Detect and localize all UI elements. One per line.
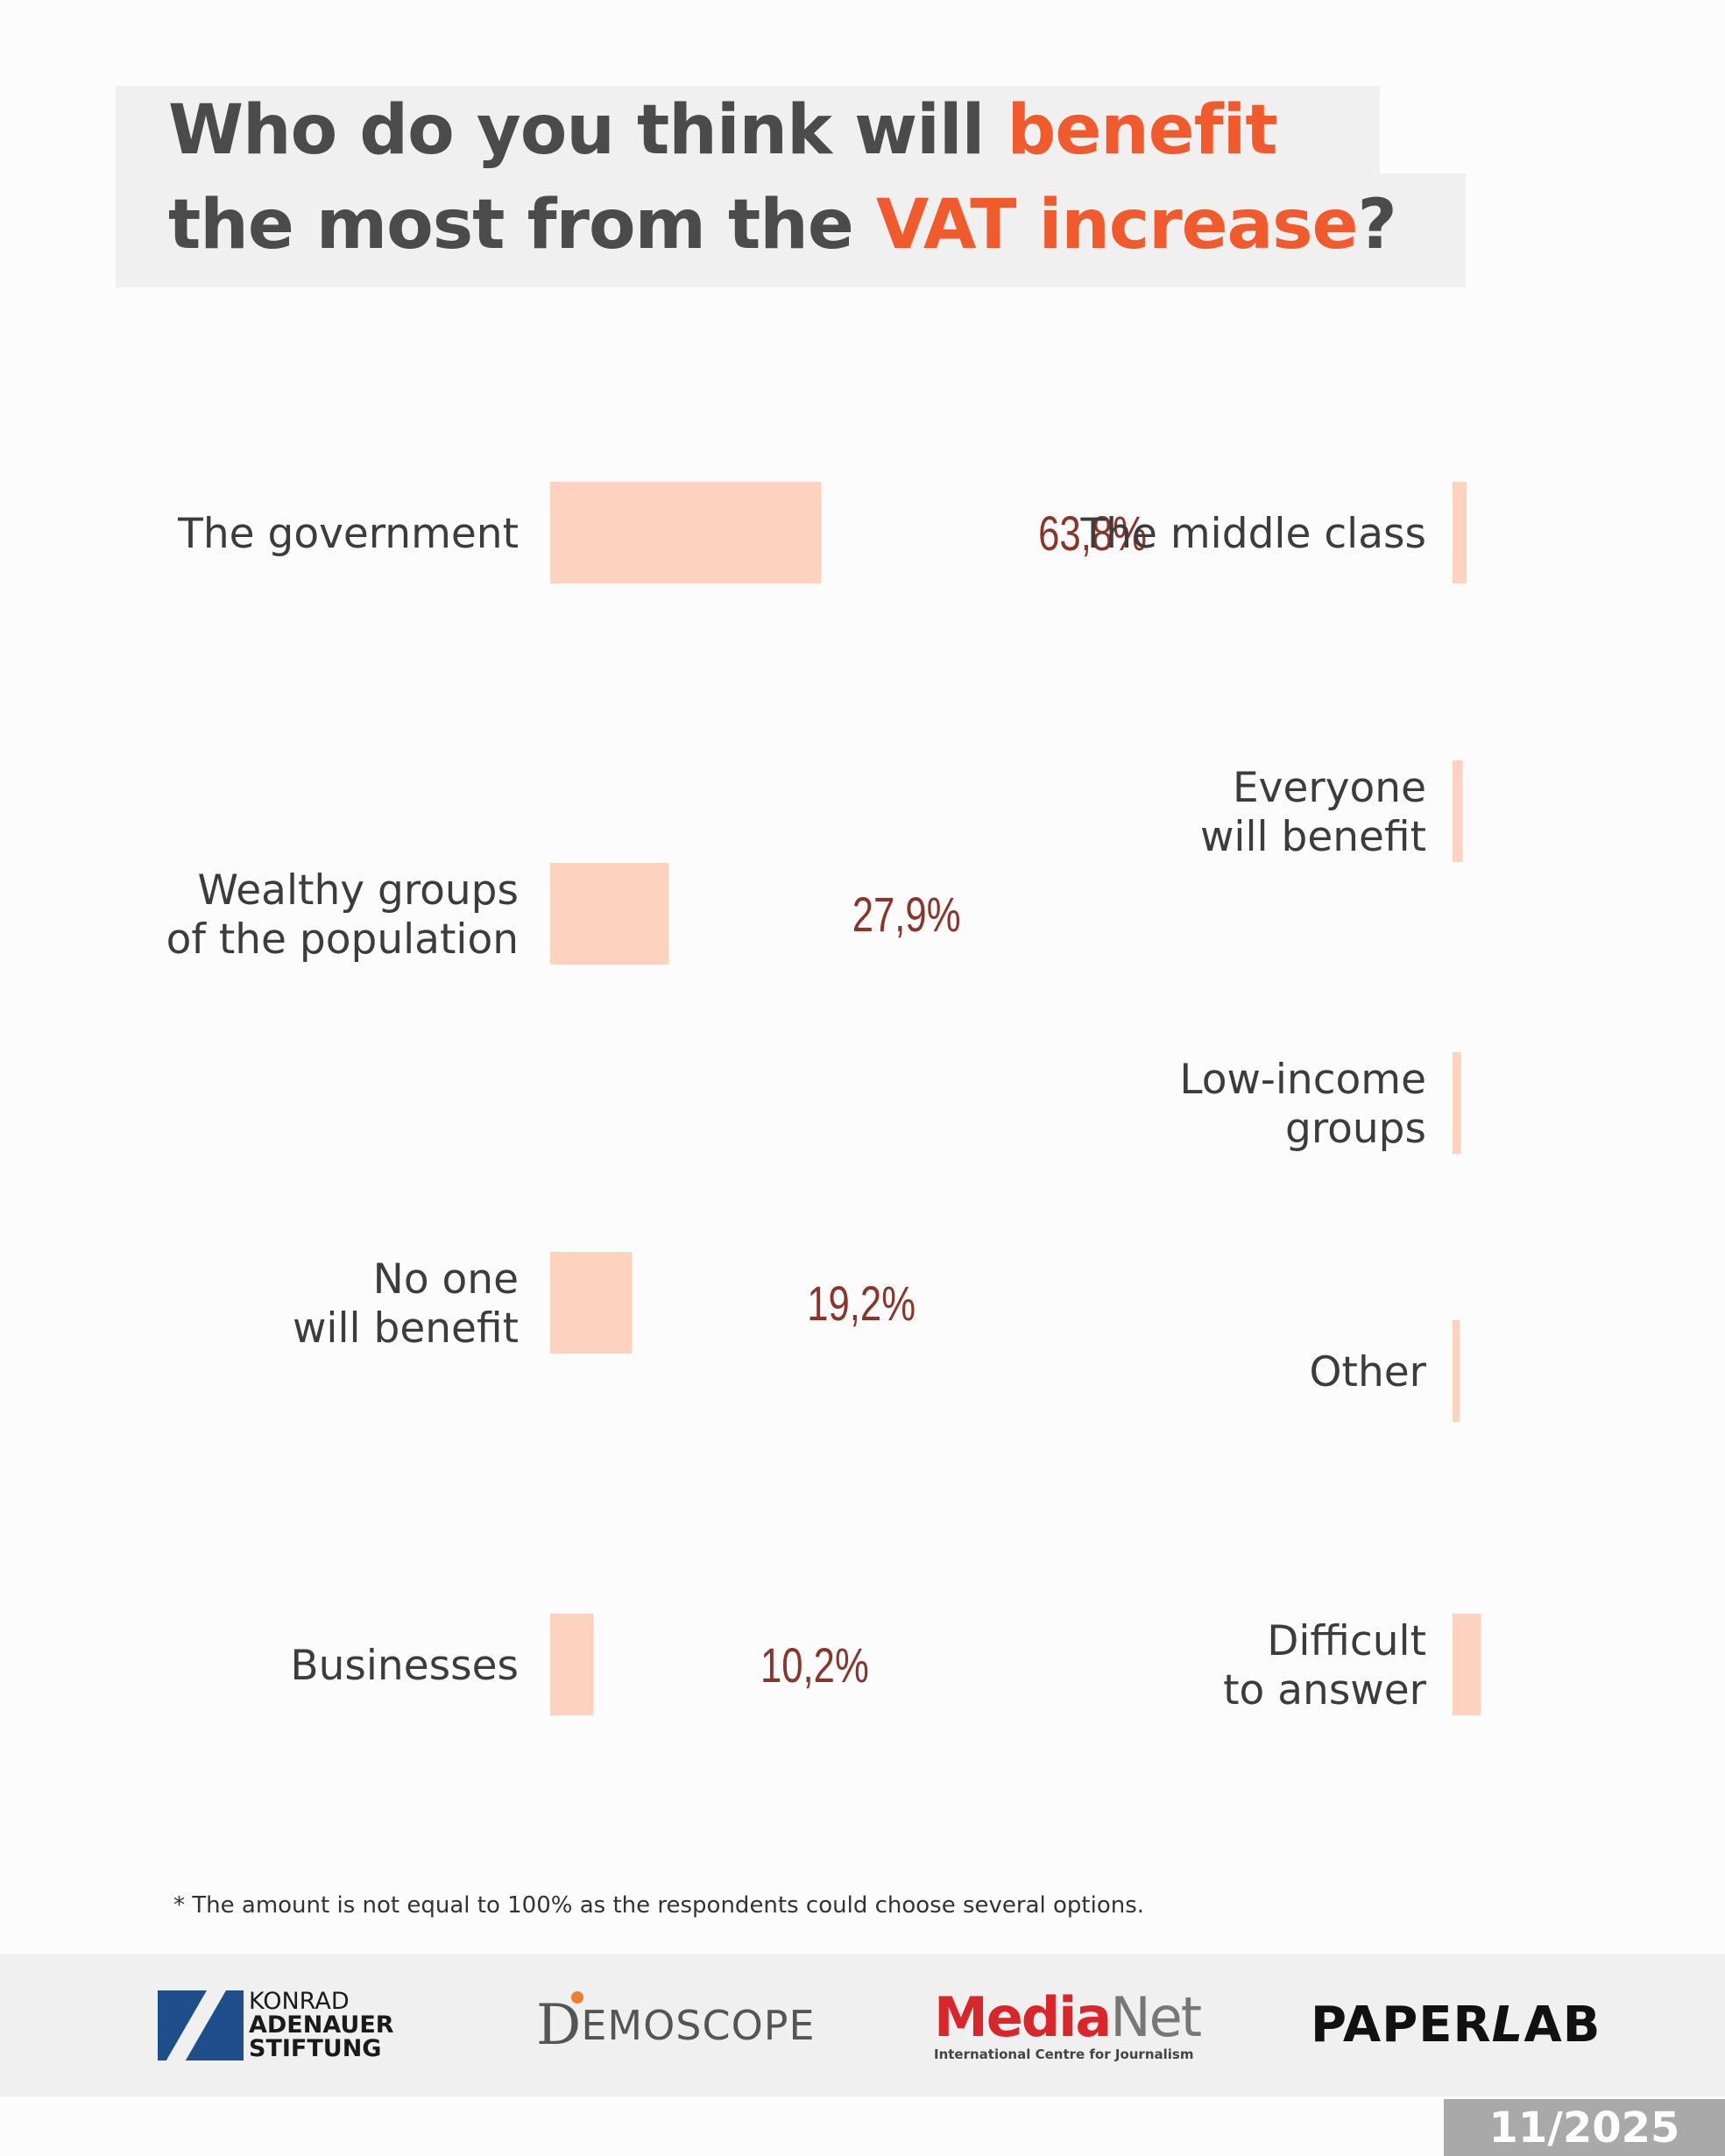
medianet-net: Net: [1110, 1984, 1202, 2049]
category-label: The government: [177, 510, 519, 558]
page-title-line-2: the most from the VAT increase?: [168, 191, 1397, 259]
demoscope-d: D: [536, 1990, 583, 2058]
value-label: 63,8%: [1038, 506, 1147, 561]
category-label-line: will benefit: [293, 1304, 519, 1353]
demoscope-logo: D EMOSCOPE: [536, 1954, 816, 2096]
category-label-line: Everyone: [1233, 764, 1426, 812]
bar: [1453, 1614, 1481, 1715]
demoscope-dot-icon: [571, 1990, 583, 2004]
category-label-line: of the population: [166, 915, 519, 964]
page-title-line-1: Who do you think will benefit: [168, 96, 1278, 165]
category-label-line: No one: [373, 1255, 519, 1304]
paperlab-ab: AB: [1524, 1997, 1601, 2054]
value-label: 19,2%: [807, 1276, 916, 1331]
title-box-line2: [116, 173, 1466, 287]
footnote: * The amount is not equal to 100% as the…: [173, 1892, 1145, 1919]
demoscope-text: EMOSCOPE: [581, 2001, 816, 2049]
category-label: Low-income groups: [1179, 1056, 1426, 1153]
category-label: Wealthy groups of the population: [166, 866, 519, 964]
bar: [1453, 482, 1467, 583]
kas-line-2: ADENAUER: [249, 2011, 394, 2039]
category-label: No one will benefit: [293, 1255, 519, 1353]
category-label-line: Difficult: [1267, 1617, 1426, 1665]
category-label-line: Wealthy groups: [198, 866, 519, 915]
bar: [550, 1614, 594, 1715]
paperlab-logo: PAPERLAB: [1311, 1954, 1601, 2096]
date-badge: 11/2025: [1444, 2099, 1725, 2156]
medianet-media: Media: [934, 1984, 1112, 2049]
category-label-line: Businesses: [290, 1642, 519, 1690]
title-text: Who do you think will: [168, 91, 1007, 170]
paperlab-l: L: [1491, 1997, 1524, 2054]
bar: [1453, 760, 1463, 862]
bar: [550, 1252, 633, 1354]
value-label: 27,9%: [852, 887, 961, 942]
category-label: Other: [1310, 1348, 1427, 1396]
value-label: 10,2%: [760, 1638, 869, 1693]
category-label: The middle class: [1080, 510, 1426, 558]
paperlab-paper: PAPER: [1311, 1997, 1492, 2054]
kas-logo-text: KONRAD ADENAUER STIFTUNG: [249, 1990, 394, 2061]
logo-bar: KONRAD ADENAUER STIFTUNG D EMOSCOPE Media…: [0, 1954, 1725, 2096]
category-label-line: will benefit: [1200, 813, 1426, 861]
category-label-line: The government: [177, 510, 519, 558]
category-label-line: Low-income: [1179, 1056, 1426, 1104]
title-question-mark: ?: [1357, 186, 1396, 265]
kas-logo: KONRAD ADENAUER STIFTUNG: [158, 1954, 394, 2096]
medianet-logo: MediaNet International Centre for Journa…: [934, 1954, 1202, 2096]
category-label-line: groups: [1285, 1105, 1426, 1153]
bar: [550, 863, 669, 965]
category-label-line: to answer: [1223, 1666, 1427, 1714]
category-label: Businesses: [290, 1642, 519, 1690]
kas-mark-icon: [158, 1990, 244, 2061]
category-label: Everyone will benefit: [1200, 764, 1426, 861]
kas-line-3: STIFTUNG: [249, 2035, 382, 2062]
bar: [550, 482, 822, 583]
bar: [1453, 1052, 1461, 1154]
title-accent-vat: VAT increase: [875, 186, 1359, 265]
category-label: Difficult to answer: [1223, 1617, 1427, 1714]
title-text: the most from the: [168, 186, 876, 265]
category-label-line: Other: [1310, 1348, 1427, 1396]
bar: [1453, 1320, 1460, 1422]
title-accent-benefit: benefit: [1007, 91, 1278, 170]
kas-line-1: KONRAD: [249, 1988, 350, 2015]
medianet-subtitle: International Centre for Journalism: [934, 2046, 1194, 2062]
bar-chart: 63,8% The government 27,9% Wealthy groups of…: [166, 482, 1481, 1715]
category-label-line: The middle class: [1080, 510, 1426, 558]
